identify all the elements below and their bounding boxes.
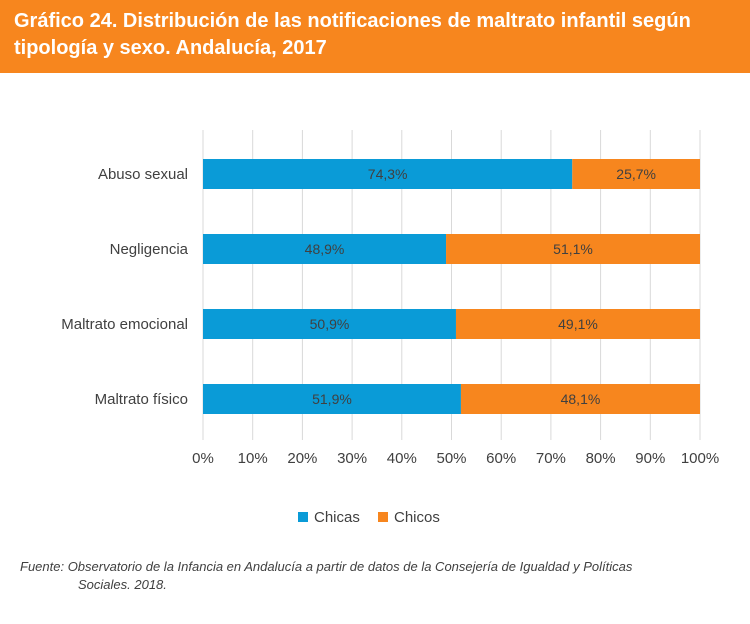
x-tick-label: 40% <box>387 450 417 467</box>
legend-swatch-chicas <box>298 512 308 522</box>
bar-chicos <box>460 384 700 414</box>
category-label: Maltrato físico <box>95 391 188 408</box>
bar-chicos <box>455 309 700 339</box>
bar-label: 74,3% <box>368 166 408 182</box>
bar-label: 48,9% <box>305 241 345 257</box>
bar-label: 48,1% <box>561 391 601 407</box>
source-line-1: Fuente: Observatorio de la Infancia en A… <box>20 559 633 574</box>
category-label: Abuso sexual <box>98 166 188 183</box>
legend-swatch-chicos <box>378 512 388 522</box>
legend-label-chicos: Chicos <box>394 509 440 526</box>
bar-chicos <box>572 159 700 189</box>
category-label: Maltrato emocional <box>61 316 188 333</box>
bar-label: 50,9% <box>310 316 350 332</box>
stacked-bar-chart: 0% 10% 20% 30% 40% 50% 60% 70% 80% 90% 100% Abuso s… <box>61 130 719 526</box>
x-tick-label: 30% <box>337 450 367 467</box>
x-tick-label: 90% <box>635 450 665 467</box>
bar-chicas <box>203 309 456 339</box>
source-note: Fuente: Observatorio de la Infancia en A… <box>20 558 725 594</box>
category-label: Negligencia <box>110 241 189 258</box>
legend-label-chicas: Chicas <box>314 509 360 526</box>
x-tick-label: 50% <box>436 450 466 467</box>
x-tick-label: 0% <box>192 450 214 467</box>
x-tick-label: 100% <box>681 450 719 467</box>
bar-chicos <box>446 234 700 264</box>
chart-title: Gráfico 24. Distribución de las notifica… <box>14 10 691 59</box>
bar-chicas <box>203 159 573 189</box>
source-line-2: Sociales. 2018. <box>78 577 167 592</box>
x-tick-label: 10% <box>238 450 268 467</box>
bar-label: 51,9% <box>312 391 352 407</box>
bar-label: 51,1% <box>553 241 593 257</box>
bar-chicas <box>203 234 447 264</box>
bar-chicas <box>203 384 461 414</box>
x-tick-label: 20% <box>287 450 317 467</box>
x-tick-label: 70% <box>536 450 566 467</box>
bar-label: 25,7% <box>616 166 656 182</box>
x-tick-label: 60% <box>486 450 516 467</box>
chart-header: Gráfico 24. Distribución de las notifica… <box>0 0 750 73</box>
x-tick-label: 80% <box>586 450 616 467</box>
bar-label: 49,1% <box>558 316 598 332</box>
